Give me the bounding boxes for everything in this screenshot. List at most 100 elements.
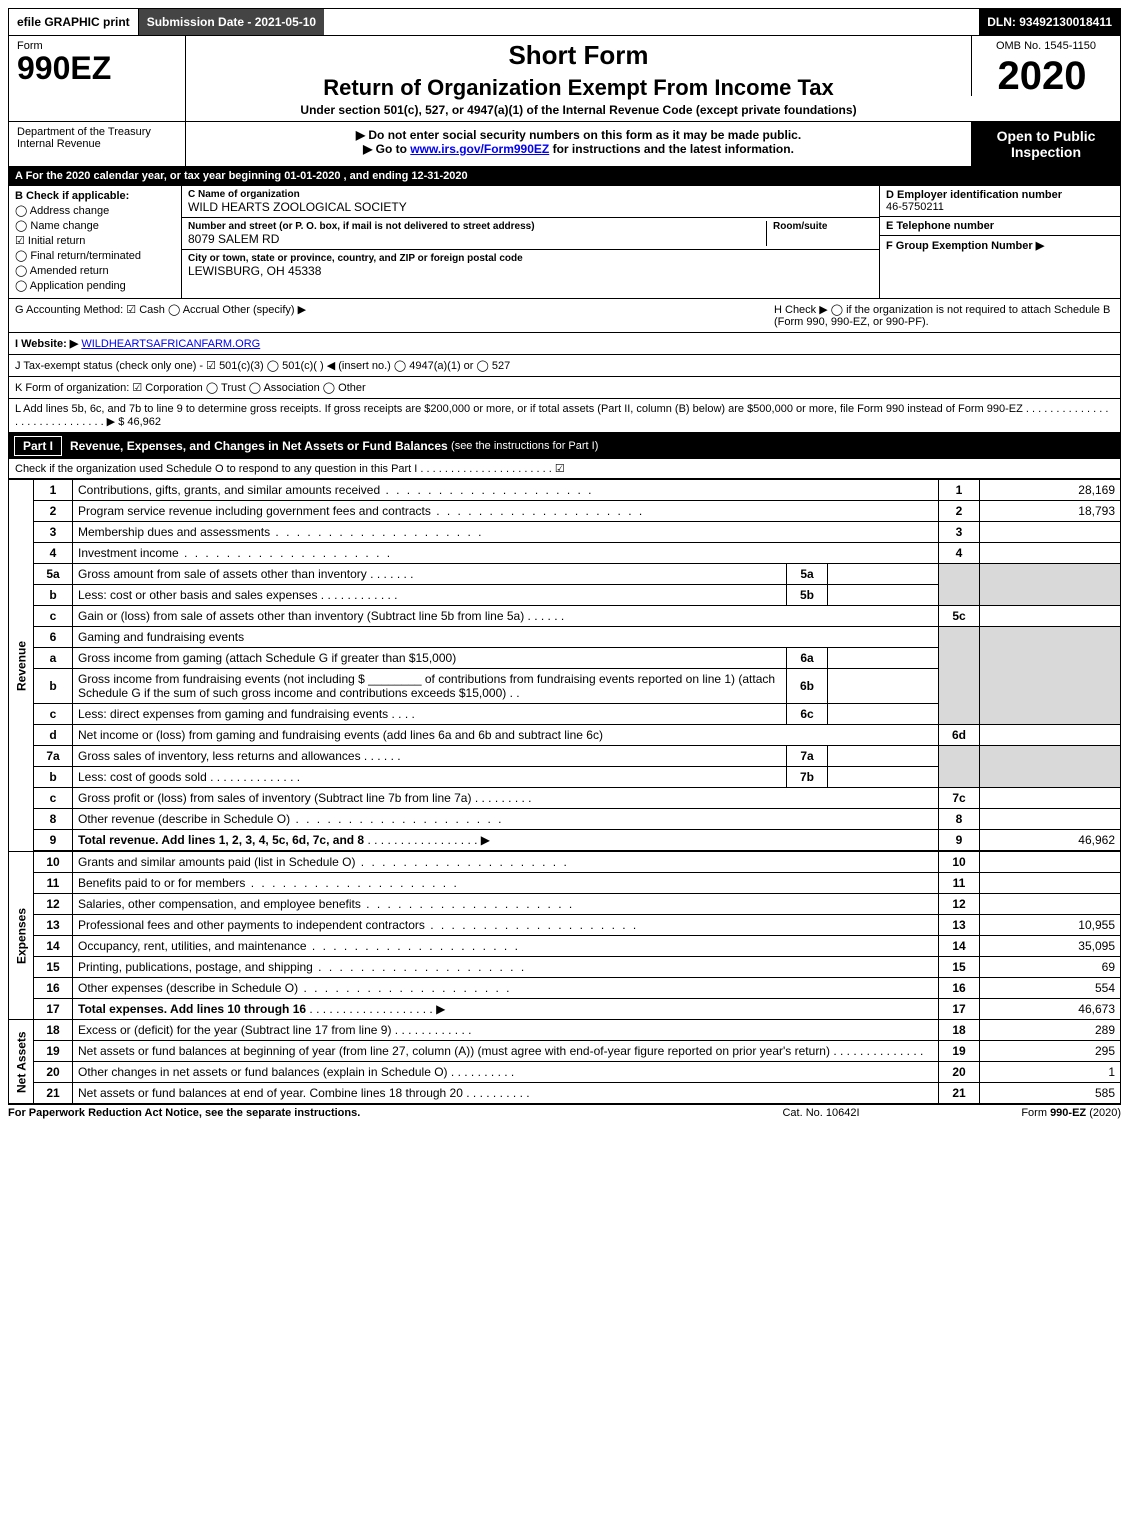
form-number: 990EZ	[17, 52, 177, 84]
line-7c: cGross profit or (loss) from sales of in…	[9, 788, 1121, 809]
gross-receipts-note: L Add lines 5b, 6c, and 7b to line 9 to …	[15, 403, 1114, 428]
return-title: Return of Organization Exempt From Incom…	[194, 75, 963, 101]
city-row: City or town, state or province, country…	[182, 250, 879, 281]
lines-table: Revenue 1 Contributions, gifts, grants, …	[8, 479, 1121, 1104]
phone-row: E Telephone number	[880, 217, 1120, 236]
schedule-b-check: H Check ▶ ◯ if the organization is not r…	[774, 303, 1114, 328]
dln-label: DLN: 93492130018411	[979, 9, 1120, 35]
line-21: 21Net assets or fund balances at end of …	[9, 1083, 1121, 1104]
efile-print-label[interactable]: efile GRAPHIC print	[9, 9, 139, 35]
line-15: 15Printing, publications, postage, and s…	[9, 957, 1121, 978]
chk-name[interactable]: ◯ Name change	[15, 219, 175, 232]
section-a-tax-year: A For the 2020 calendar year, or tax yea…	[8, 167, 1121, 186]
instruct-2-pre: ▶ Go to	[363, 142, 410, 156]
box-b: B Check if applicable: ◯ Address change …	[9, 186, 182, 298]
form-id-footer: Form 990-EZ (2020)	[921, 1107, 1121, 1119]
chk-pending[interactable]: ◯ Application pending	[15, 279, 175, 292]
part1-tag: Part I	[14, 436, 62, 456]
box-b-title: B Check if applicable:	[15, 190, 175, 202]
open-to-public: Open to Public Inspection	[971, 122, 1120, 166]
chk-address[interactable]: ◯ Address change	[15, 204, 175, 217]
row-k: K Form of organization: ☑ Corporation ◯ …	[8, 377, 1121, 399]
top-bar: efile GRAPHIC print Submission Date - 20…	[8, 8, 1121, 36]
box-c: C Name of organization WILD HEARTS ZOOLO…	[182, 186, 879, 298]
top-spacer	[324, 9, 979, 35]
row-l: L Add lines 5b, 6c, and 7b to line 9 to …	[8, 399, 1121, 433]
box-d: D Employer identification number 46-5750…	[879, 186, 1120, 298]
instructions-cell: ▶ Do not enter social security numbers o…	[186, 122, 971, 166]
phone-label: E Telephone number	[886, 220, 1114, 232]
line-1: Revenue 1 Contributions, gifts, grants, …	[9, 480, 1121, 501]
addr-label: Number and street (or P. O. box, if mail…	[188, 221, 766, 232]
paperwork-notice: For Paperwork Reduction Act Notice, see …	[8, 1107, 721, 1119]
line-4: 4Investment income 4	[9, 543, 1121, 564]
dept-row: Department of the Treasury Internal Reve…	[8, 122, 1121, 167]
line-8: 8Other revenue (describe in Schedule O) …	[9, 809, 1121, 830]
chk-initial[interactable]: ☑ Initial return	[15, 234, 175, 247]
city-value: LEWISBURG, OH 45338	[188, 264, 873, 278]
website-link[interactable]: WILDHEARTSAFRICANFARM.ORG	[81, 338, 260, 350]
cat-no: Cat. No. 10642I	[721, 1107, 921, 1119]
title-cell: Short Form Return of Organization Exempt…	[186, 36, 971, 121]
net-assets-section-label: Net Assets	[9, 1020, 34, 1104]
instruct-2-post: for instructions and the latest informat…	[549, 142, 794, 156]
line-17: 17Total expenses. Add lines 10 through 1…	[9, 999, 1121, 1020]
ein-value: 46-5750211	[886, 201, 1114, 213]
chk-final[interactable]: ◯ Final return/terminated	[15, 249, 175, 262]
instruct-2: ▶ Go to www.irs.gov/Form990EZ for instru…	[192, 142, 965, 156]
part1-header: Part I Revenue, Expenses, and Changes in…	[8, 433, 1121, 459]
line-9: 9Total revenue. Add lines 1, 2, 3, 4, 5c…	[9, 830, 1121, 851]
tax-year: 2020	[972, 56, 1112, 96]
row-j: J Tax-exempt status (check only one) - ☑…	[8, 355, 1121, 377]
addr-value: 8079 SALEM RD	[188, 232, 766, 246]
submission-date: Submission Date - 2021-05-10	[139, 9, 324, 35]
omb-number: OMB No. 1545-1150	[971, 36, 1120, 56]
tax-year-cell: 2020	[971, 56, 1112, 96]
group-label: F Group Exemption Number ▶	[886, 239, 1114, 252]
org-name: WILD HEARTS ZOOLOGICAL SOCIETY	[188, 200, 873, 214]
irs-link[interactable]: www.irs.gov/Form990EZ	[410, 142, 549, 156]
line-13: 13Professional fees and other payments t…	[9, 915, 1121, 936]
form-of-org: K Form of organization: ☑ Corporation ◯ …	[15, 381, 1114, 394]
line-6d: dNet income or (loss) from gaming and fu…	[9, 725, 1121, 746]
expenses-section-label: Expenses	[9, 852, 34, 1020]
line-5a: 5aGross amount from sale of assets other…	[9, 564, 1121, 585]
line-2: 2Program service revenue including gover…	[9, 501, 1121, 522]
org-name-label: C Name of organization	[188, 189, 873, 200]
ein-row: D Employer identification number 46-5750…	[880, 186, 1120, 217]
org-name-row: C Name of organization WILD HEARTS ZOOLO…	[182, 186, 879, 218]
part1-sub: (see the instructions for Part I)	[451, 440, 598, 452]
line-7a: 7aGross sales of inventory, less returns…	[9, 746, 1121, 767]
line-10: Expenses 10Grants and similar amounts pa…	[9, 852, 1121, 873]
line-11: 11Benefits paid to or for members11	[9, 873, 1121, 894]
part1-title: Revenue, Expenses, and Changes in Net As…	[70, 439, 448, 453]
tax-exempt-status: J Tax-exempt status (check only one) - ☑…	[15, 359, 1114, 372]
line-5c: cGain or (loss) from sale of assets othe…	[9, 606, 1121, 627]
line-16: 16Other expenses (describe in Schedule O…	[9, 978, 1121, 999]
footer-row: For Paperwork Reduction Act Notice, see …	[8, 1104, 1121, 1119]
instruct-1: ▶ Do not enter social security numbers o…	[192, 128, 965, 142]
revenue-section-label: Revenue	[9, 480, 34, 852]
chk-amended[interactable]: ◯ Amended return	[15, 264, 175, 277]
line-6: 6Gaming and fundraising events	[9, 627, 1121, 648]
city-label: City or town, state or province, country…	[188, 253, 873, 264]
ein-label: D Employer identification number	[886, 189, 1114, 201]
line-12: 12Salaries, other compensation, and empl…	[9, 894, 1121, 915]
dept-cell: Department of the Treasury Internal Reve…	[9, 122, 186, 166]
row-gh: G Accounting Method: ☑ Cash ◯ Accrual Ot…	[8, 299, 1121, 333]
line-19: 19Net assets or fund balances at beginni…	[9, 1041, 1121, 1062]
info-grid: B Check if applicable: ◯ Address change …	[8, 186, 1121, 299]
short-form-title: Short Form	[194, 40, 963, 71]
header-row: Form 990EZ Short Form Return of Organiza…	[8, 36, 1121, 122]
under-section: Under section 501(c), 527, or 4947(a)(1)…	[194, 103, 963, 117]
line-14: 14Occupancy, rent, utilities, and mainte…	[9, 936, 1121, 957]
accounting-method: G Accounting Method: ☑ Cash ◯ Accrual Ot…	[15, 303, 774, 328]
group-row: F Group Exemption Number ▶	[880, 236, 1120, 298]
form-number-cell: Form 990EZ	[9, 36, 186, 121]
part1-check-hint: Check if the organization used Schedule …	[8, 459, 1121, 479]
line-3: 3Membership dues and assessments 3	[9, 522, 1121, 543]
addr-row: Number and street (or P. O. box, if mail…	[182, 218, 879, 250]
line-20: 20Other changes in net assets or fund ba…	[9, 1062, 1121, 1083]
line-18: Net Assets 18Excess or (deficit) for the…	[9, 1020, 1121, 1041]
row-i: I Website: ▶ WILDHEARTSAFRICANFARM.ORG	[8, 333, 1121, 355]
